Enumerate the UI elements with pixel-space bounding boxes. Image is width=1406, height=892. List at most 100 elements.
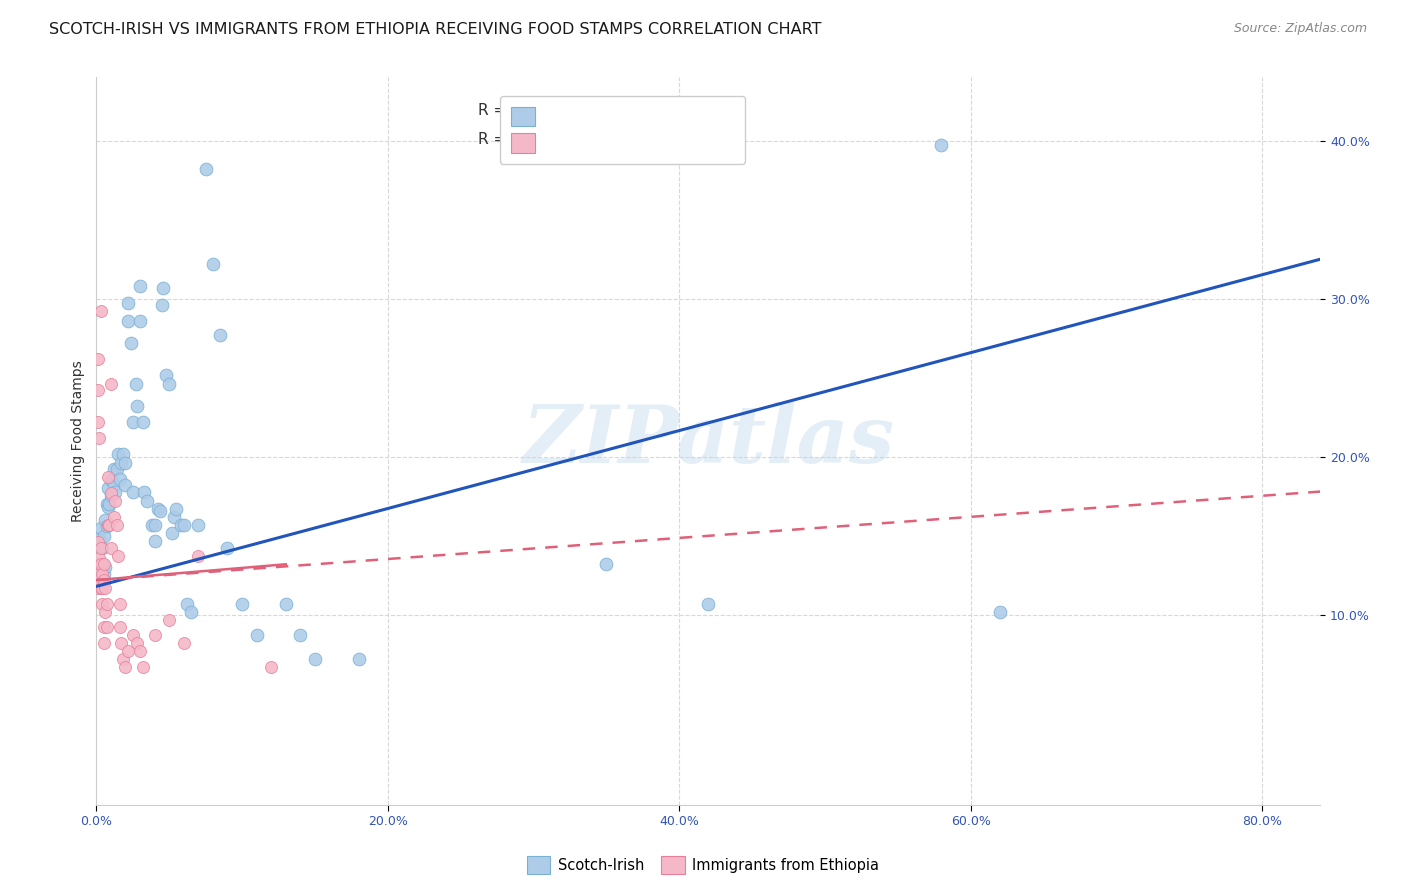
Point xyxy=(209,328,232,343)
Point xyxy=(121,628,143,642)
Point xyxy=(149,503,172,517)
Point xyxy=(290,628,312,642)
Point xyxy=(187,517,209,532)
Point xyxy=(187,549,209,564)
Point xyxy=(129,644,152,658)
Point xyxy=(129,314,152,328)
Point xyxy=(91,566,114,581)
Point xyxy=(246,628,269,642)
Point xyxy=(136,494,159,508)
Point xyxy=(157,613,180,627)
Point xyxy=(87,415,110,429)
Point xyxy=(93,529,115,543)
Point xyxy=(111,652,134,666)
Point xyxy=(91,581,114,595)
Text: N =: N = xyxy=(591,103,620,118)
Point xyxy=(173,636,195,650)
Point xyxy=(114,456,136,470)
Point xyxy=(89,573,111,587)
Point xyxy=(93,636,115,650)
Legend: Scotch-Irish, Immigrants from Ethiopia: Scotch-Irish, Immigrants from Ethiopia xyxy=(522,850,884,880)
Point xyxy=(100,488,122,502)
Point xyxy=(107,447,129,461)
Point xyxy=(97,470,120,484)
Point xyxy=(87,581,110,595)
Point xyxy=(100,474,122,488)
Point xyxy=(96,597,118,611)
Point xyxy=(173,517,195,532)
Point xyxy=(97,500,120,515)
Point xyxy=(87,568,110,582)
Text: ZIPatlas: ZIPatlas xyxy=(522,402,894,480)
Point xyxy=(94,513,117,527)
Point xyxy=(134,484,156,499)
Point xyxy=(90,541,112,556)
Point xyxy=(143,517,166,532)
Point xyxy=(90,521,112,535)
Point xyxy=(96,519,118,533)
Point xyxy=(108,472,131,486)
Point xyxy=(162,509,184,524)
Point xyxy=(114,478,136,492)
Point xyxy=(93,566,115,581)
Text: 71: 71 xyxy=(634,101,655,120)
Point xyxy=(108,597,131,611)
Point xyxy=(201,257,224,271)
Point xyxy=(93,573,115,587)
Point xyxy=(91,558,114,572)
Point xyxy=(114,660,136,674)
Point xyxy=(91,597,114,611)
Point xyxy=(231,597,253,611)
Point xyxy=(98,497,121,511)
Point xyxy=(87,535,110,549)
Point xyxy=(103,509,125,524)
Point xyxy=(91,541,114,556)
Point xyxy=(104,484,127,499)
Point xyxy=(108,620,131,634)
Point xyxy=(697,597,720,611)
Point xyxy=(129,279,152,293)
Point xyxy=(155,368,177,382)
Point xyxy=(274,597,297,611)
Point xyxy=(347,652,370,666)
Point xyxy=(94,605,117,619)
Point xyxy=(217,541,239,556)
Point xyxy=(121,484,143,499)
Point xyxy=(127,399,149,413)
Point xyxy=(141,517,163,532)
Point xyxy=(89,551,111,566)
Text: 0.363: 0.363 xyxy=(524,101,572,120)
Point xyxy=(96,620,118,634)
Point xyxy=(125,377,148,392)
Point xyxy=(94,560,117,574)
Point xyxy=(93,558,115,572)
Point xyxy=(150,298,173,312)
Point xyxy=(90,573,112,587)
Text: 50: 50 xyxy=(634,130,655,148)
Point xyxy=(97,482,120,496)
Point xyxy=(146,502,169,516)
Point xyxy=(111,447,134,461)
Point xyxy=(304,652,326,666)
Point xyxy=(117,644,139,658)
Point xyxy=(90,304,112,318)
Point xyxy=(90,558,112,572)
Point xyxy=(100,377,122,392)
Point xyxy=(105,517,128,532)
Point xyxy=(194,162,217,177)
Text: N =: N = xyxy=(591,132,620,147)
Point xyxy=(176,597,198,611)
Point xyxy=(87,384,110,398)
Legend:       R =   0.363    N =  71,       R =   0.115    N =  50: R = 0.363 N = 71, R = 0.115 N = 50 xyxy=(501,96,745,163)
Text: R =: R = xyxy=(478,132,506,147)
Point xyxy=(100,541,122,556)
Point xyxy=(166,502,188,516)
Point xyxy=(988,605,1011,619)
Point xyxy=(160,525,183,540)
Point xyxy=(110,636,132,650)
Text: 0.115: 0.115 xyxy=(524,130,572,148)
Point xyxy=(143,628,166,642)
Text: R =: R = xyxy=(478,103,506,118)
Point xyxy=(104,494,127,508)
Point xyxy=(132,660,155,674)
